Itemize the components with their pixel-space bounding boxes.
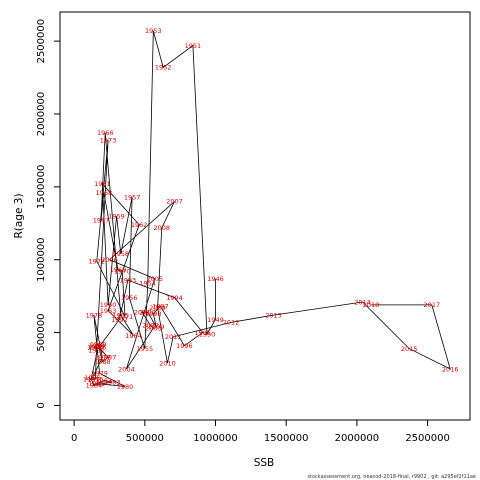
footer-credit: stockassessment.org, neacod-2018-final, … (307, 474, 476, 480)
point-label-1972: 1972 (88, 257, 105, 265)
point-label-1986: 1986 (90, 343, 107, 351)
point-label-1996: 1996 (176, 342, 193, 350)
point-label-2009: 2009 (149, 304, 166, 312)
point-label-1967: 1967 (93, 217, 110, 225)
x-tick-label: 1500000 (264, 433, 309, 444)
point-label-2016: 2016 (442, 365, 459, 373)
point-label-1999: 1999 (148, 323, 165, 331)
y-tick-label: 0 (36, 402, 47, 408)
point-label-1950: 1950 (199, 330, 216, 338)
axes: 0 500000 1000000 1500000 2000000 2500000 0 5000… (36, 19, 450, 444)
point-label-1946: 1946 (207, 275, 224, 283)
point-label-1961: 1961 (94, 180, 111, 188)
point-label-2012: 2012 (223, 319, 240, 327)
point-label-1979: 1979 (91, 370, 108, 378)
y-axis-label: R(age 3) (13, 193, 25, 238)
point-label-1992: 1992 (111, 316, 128, 324)
point-label-1960: 1960 (100, 301, 117, 309)
point-label-2010: 2010 (159, 359, 176, 367)
point-label-1949: 1949 (207, 316, 224, 324)
point-label-1993: 1993 (120, 276, 137, 284)
point-label-1981: 1981 (88, 380, 105, 388)
point-label-2002: 2002 (142, 322, 159, 330)
point-label-2017: 2017 (424, 301, 441, 309)
point-label-1963: 1963 (100, 307, 117, 315)
point-label-1973: 1973 (100, 137, 117, 145)
point-label-1975: 1975 (87, 376, 104, 384)
point-label-1951: 1951 (185, 42, 202, 50)
point-label-1977: 1977 (94, 354, 111, 362)
y-tick-label: 2000000 (36, 92, 47, 137)
point-label-1995: 1995 (195, 329, 212, 337)
point-label-1959: 1959 (108, 212, 125, 220)
point-label-2005: 2005 (146, 275, 163, 283)
y-tick-label: 2500000 (36, 19, 47, 64)
point-label-1965: 1965 (113, 311, 130, 319)
point-label-1954: 1954 (139, 279, 156, 287)
point-label-1956: 1956 (121, 294, 138, 302)
point-label-2003: 2003 (145, 325, 162, 333)
point-label-1991: 1991 (88, 346, 105, 354)
point-label-1953: 1953 (145, 27, 162, 35)
point-label-1987: 1987 (100, 354, 117, 362)
point-label-2004: 2004 (118, 365, 135, 373)
point-label-1988: 1988 (94, 358, 111, 366)
point-label-2013: 2013 (265, 311, 282, 319)
point-label-2000: 2000 (139, 308, 156, 316)
point-label-1966: 1966 (97, 129, 114, 137)
x-axis-label: SSB (254, 457, 275, 469)
point-label-1980: 1980 (117, 383, 134, 391)
x-tick-label: 1000000 (193, 433, 238, 444)
point-label-1957: 1957 (124, 193, 141, 201)
point-label-2014: 2014 (354, 298, 371, 306)
x-tick-label: 2500000 (405, 433, 450, 444)
point-label-2001: 2001 (134, 308, 151, 316)
point-label-1984: 1984 (86, 381, 103, 389)
point-label-2008: 2008 (154, 224, 171, 232)
point-label-1978: 1978 (86, 311, 103, 319)
point-label-1971: 1971 (117, 313, 134, 321)
point-label-1962: 1962 (131, 221, 148, 229)
point-label-1952: 1952 (155, 64, 172, 72)
point-label-1964: 1964 (125, 332, 142, 340)
point-label-1976: 1976 (84, 374, 101, 382)
point-label-1997: 1997 (152, 303, 169, 311)
point-label-1998: 1998 (145, 310, 162, 318)
point-label-1982: 1982 (96, 377, 113, 385)
point-label-1990: 1990 (87, 343, 104, 351)
point-label-2006: 2006 (101, 256, 118, 264)
y-tick-label: 1000000 (36, 237, 47, 282)
point-label-2011: 2011 (165, 333, 182, 341)
point-label-1968: 1968 (96, 189, 113, 197)
x-tick-label: 2000000 (335, 433, 380, 444)
point-label-2015: 2015 (401, 345, 418, 353)
point-label-2007: 2007 (166, 198, 183, 206)
series-line (90, 30, 451, 387)
point-label-1955: 1955 (137, 345, 154, 353)
point-label-1969: 1969 (110, 266, 127, 274)
point-label-1958: 1958 (113, 250, 130, 258)
x-tick-label: 500000 (126, 433, 164, 444)
point-label-1974: 1974 (88, 342, 105, 350)
y-tick-label: 500000 (36, 313, 47, 351)
point-label-1983: 1983 (104, 378, 121, 386)
point-label-1994: 1994 (166, 294, 183, 302)
point-label-1970: 1970 (114, 268, 131, 276)
y-tick-label: 1500000 (36, 165, 47, 210)
point-label-2018: 2018 (363, 301, 380, 309)
x-tick-label: 0 (71, 433, 77, 444)
point-label-1989: 1989 (90, 341, 107, 349)
point-labels: 1946 1949 1950 1951 1952 1953 1954 1955 1956 1957… (83, 27, 459, 391)
point-label-1985: 1985 (83, 376, 100, 384)
